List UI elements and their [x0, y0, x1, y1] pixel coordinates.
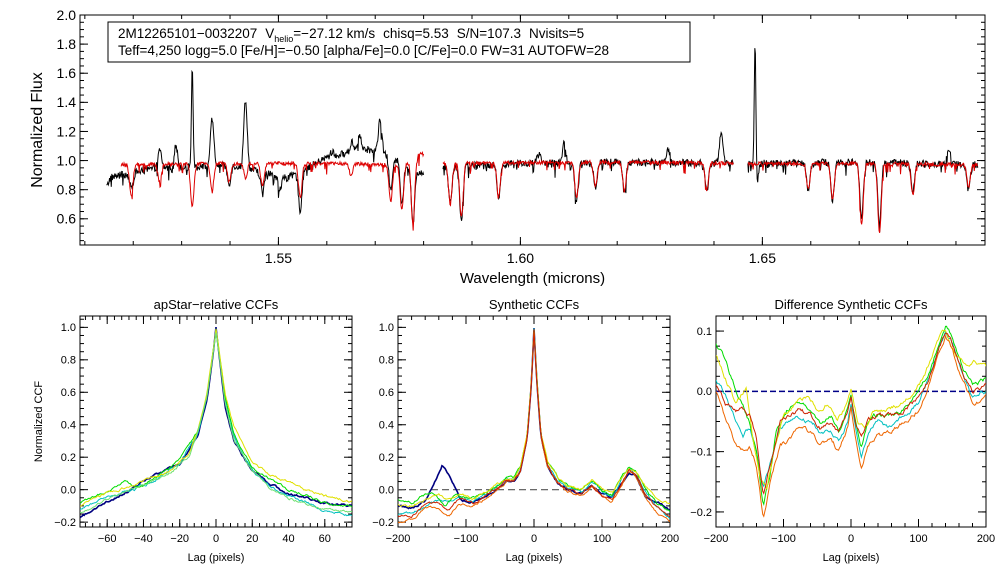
synthetic_ccf-xtick-label: 200	[661, 533, 679, 545]
difference_ccf-series-visit-2	[716, 325, 986, 506]
synthetic_ccf-ytick-label: −0.2	[372, 517, 394, 529]
spectrum-panel: 1.55 1.60 1.65 0.6 0.8 1.0 1.2 1.4 1.6 1.8 2.0 Wave…	[29, 7, 986, 287]
synthetic_ccf-xtick-label: −100	[454, 533, 479, 545]
apstar_ccf-xtick-label: 20	[246, 533, 258, 545]
difference_ccf-xtick-label: 100	[909, 533, 927, 545]
apstar-ccf-panel: apStar−relative CCFs −60 −40 −20 0 20 40 60 −0.2…	[33, 297, 353, 564]
spectrum-ytick-label: 1.0	[57, 152, 77, 168]
spectrum-y-axis-label: Normalized Flux	[29, 72, 46, 188]
synthetic_ccf-series-visit-4	[398, 329, 670, 524]
apstar_ccf-ytick-label: 0.6	[61, 387, 76, 399]
synthetic_ccf-title: Synthetic CCFs	[489, 297, 580, 312]
apstar_ccf-ytick-label: 0.2	[61, 452, 76, 464]
spectrum-ytick-label: 1.8	[57, 36, 77, 52]
spectrum-x-axis-label: Wavelength (microns)	[460, 270, 605, 287]
vhelio-value: =−27.12 km/s	[293, 26, 375, 41]
info-box-frame	[107, 21, 691, 63]
synthetic_ccf-ytick-label: 1.0	[379, 322, 394, 334]
apstar_ccf-ytick-label: 0.4	[61, 420, 76, 432]
difference_ccf-ytick-label: −0.2	[690, 507, 712, 519]
difference_ccf-x-axis-label: Lag (pixels)	[823, 552, 880, 564]
synthetic_ccf-series-visit-5	[398, 330, 670, 519]
synthetic_ccf-data-area	[398, 328, 670, 524]
apstar_ccf-title: apStar−relative CCFs	[154, 297, 279, 312]
spectrum-xtick-label: 1.55	[265, 250, 292, 266]
apstar_ccf-xtick-label: −20	[170, 533, 189, 545]
synthetic_ccf-xtick-label: 100	[593, 533, 611, 545]
synthetic_ccf-xtick-label: −200	[386, 533, 411, 545]
spectrum-ytick-label: 0.6	[57, 211, 77, 227]
difference_ccf-xtick-label: 0	[848, 533, 854, 545]
apstar_ccf-series-combined	[80, 326, 352, 519]
observed-spectrum-segment-2	[442, 130, 734, 221]
synthetic_ccf-series-combined	[398, 328, 670, 511]
synthetic_ccf-xtick-label: 0	[531, 533, 537, 545]
apstar_ccf-ytick-label: −0.2	[54, 517, 76, 529]
synthetic_ccf-x-axis-label: Lag (pixels)	[506, 552, 563, 564]
difference_ccf-ytick-label: 0.1	[697, 326, 712, 338]
difference-ccf-panel: Difference Synthetic CCFs −200 −100 0 100 200…	[690, 297, 995, 564]
apstar_ccf-x-axis-label: Lag (pixels)	[188, 552, 245, 564]
difference_ccf-xtick-label: 200	[977, 533, 995, 545]
spectrum-xtick-label: 1.60	[507, 250, 534, 266]
apstar_ccf-ytick-label: 0.0	[61, 485, 76, 497]
apstar_ccf-data-area	[80, 326, 352, 519]
observed-spectrum-segment-1	[106, 69, 425, 226]
model-spectrum-segment-2	[442, 158, 734, 217]
difference_ccf-xtick-label: −100	[771, 533, 796, 545]
snr-value: S/N=107.3	[457, 26, 521, 41]
info-line-1: 2M12265101−0032207 Vhelio=−27.12 km/s chis…	[118, 26, 584, 44]
difference_ccf-ytick-label: −0.1	[690, 446, 712, 458]
difference_ccf-title: Difference Synthetic CCFs	[775, 297, 928, 312]
spectrum-data-area	[106, 48, 979, 234]
synthetic_ccf-series-visit-2	[398, 329, 670, 513]
apstar_ccf-xtick-label: −60	[98, 533, 117, 545]
apstar_ccf-ytick-label: 0.8	[61, 355, 76, 367]
difference_ccf-series-visit-5	[716, 332, 986, 495]
apstar_ccf-series-visit-2	[80, 330, 352, 508]
apstar_ccf-series-visit-1	[80, 328, 352, 517]
vhelio-subscript: helio	[274, 34, 293, 44]
apstar_ccf-xtick-label: 40	[282, 533, 294, 545]
apstar_ccf-series-visit-3	[80, 328, 352, 507]
synthetic_ccf-plot-frame	[397, 315, 671, 528]
synthetic_ccf-series-visit-1	[398, 328, 670, 520]
spectrum-xtick-label: 1.65	[749, 250, 776, 266]
info-box: 2M12265101−0032207 Vhelio=−27.12 km/s chis…	[107, 21, 691, 63]
synthetic_ccf-ytick-label: 0.6	[379, 387, 394, 399]
difference_ccf-data-area	[716, 325, 986, 518]
synthetic_ccf-ytick-label: 0.8	[379, 355, 394, 367]
info-line-2: Teff=4,250 logg=5.0 [Fe/H]=−0.50 [alpha/…	[118, 43, 609, 58]
star-id: 2M12265101−0032207	[118, 26, 257, 41]
apstar_ccf-y-axis-label: Normalized CCF	[33, 381, 45, 463]
chisq-value: chisq=5.53	[383, 26, 449, 41]
spectrum-ytick-label: 1.6	[57, 65, 77, 81]
synthetic-ccf-panel: Synthetic CCFs −200 −100 0 100 200 −0.2 0.0 0.2 0…	[372, 297, 679, 564]
spectrum-plot-frame	[79, 14, 986, 246]
spectrum-ytick-label: 0.8	[57, 182, 77, 198]
spectrum-ytick-label: 1.4	[57, 94, 77, 110]
synthetic_ccf-ytick-label: 0.2	[379, 452, 394, 464]
difference_ccf-xtick-label: −200	[704, 533, 729, 545]
nvisits-value: Nvisits=5	[529, 26, 584, 41]
synthetic_ccf-ytick-label: 0.4	[379, 420, 394, 432]
spectrum-ytick-label: 1.2	[57, 123, 77, 139]
model-spectrum-segment-3	[747, 160, 979, 234]
model-spectrum-segment-1	[120, 150, 425, 231]
spectrum-ytick-label: 2.0	[57, 7, 77, 23]
difference_ccf-ytick-label: 0.0	[697, 386, 712, 398]
apstar_ccf-series-visit-4	[80, 332, 352, 514]
difference_ccf-series-visit-4	[716, 334, 986, 518]
synthetic_ccf-series-visit-3	[398, 329, 670, 508]
apstar_ccf-xtick-label: 0	[213, 533, 219, 545]
vhelio-label: V	[265, 26, 274, 41]
apstar_ccf-xtick-label: 60	[319, 533, 331, 545]
apstar_ccf-xtick-label: −40	[134, 533, 153, 545]
difference_ccf-plot-frame	[715, 315, 987, 528]
apstar_ccf-ytick-label: 1.0	[61, 322, 76, 334]
synthetic_ccf-ytick-label: 0.0	[379, 485, 394, 497]
